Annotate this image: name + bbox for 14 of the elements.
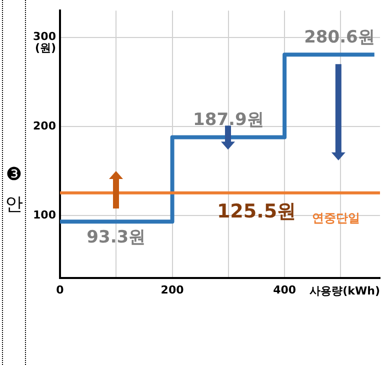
data-label: 280.6원	[304, 28, 375, 48]
ref-line-label: 연중단일	[312, 211, 360, 226]
y-tick-label: 300	[33, 30, 56, 44]
y-axis-title: (원)	[34, 42, 56, 55]
x-axis-title: 사용량(kWh)	[310, 284, 380, 298]
data-label: 187.9원	[193, 110, 264, 130]
annotation: 125.5원	[216, 200, 296, 222]
x-tick-label: 0	[56, 283, 64, 296]
data-label: 93.3원	[86, 228, 146, 248]
x-tick-label: 400	[273, 283, 296, 296]
y-tick-label: 100	[33, 208, 56, 222]
text: ❸ 안	[4, 163, 24, 217]
y-tick-label: 200	[33, 119, 56, 132]
x-tick-label: 200	[160, 283, 184, 296]
